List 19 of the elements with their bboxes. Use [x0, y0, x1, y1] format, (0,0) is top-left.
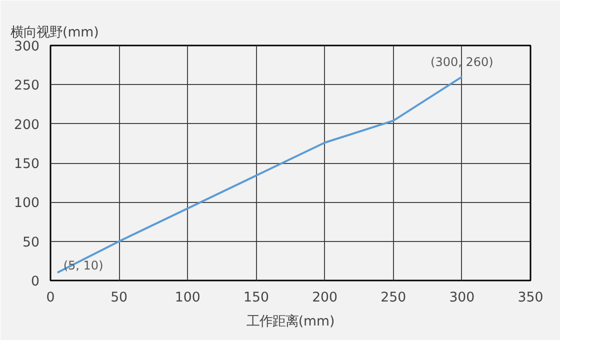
y-tick-label: 200 — [14, 118, 40, 133]
y-tick-label: 250 — [14, 78, 40, 94]
x-tick-label: 0 — [46, 290, 55, 306]
x-tick-label: 300 — [449, 290, 475, 306]
x-tick-label: 100 — [174, 290, 200, 306]
y-tick-label: 50 — [22, 235, 40, 250]
x-tick-label: 350 — [518, 290, 544, 306]
x-tick-label: 50 — [110, 290, 128, 306]
y-tick-label: 100 — [14, 196, 40, 212]
x-axis-title: 工作距离(mm) — [246, 314, 335, 330]
x-tick-label: 200 — [312, 290, 338, 306]
x-tick-label: 250 — [380, 290, 406, 306]
x-tick-label: 150 — [243, 290, 269, 306]
y-axis-title: 横向视野(mm) — [10, 26, 99, 40]
line-series — [56, 76, 463, 274]
y-tick-label: 300 — [14, 40, 40, 54]
annotation: (300, 260) — [430, 54, 494, 69]
y-tick-label: 0 — [31, 274, 40, 290]
y-tick-label: 150 — [14, 157, 40, 172]
